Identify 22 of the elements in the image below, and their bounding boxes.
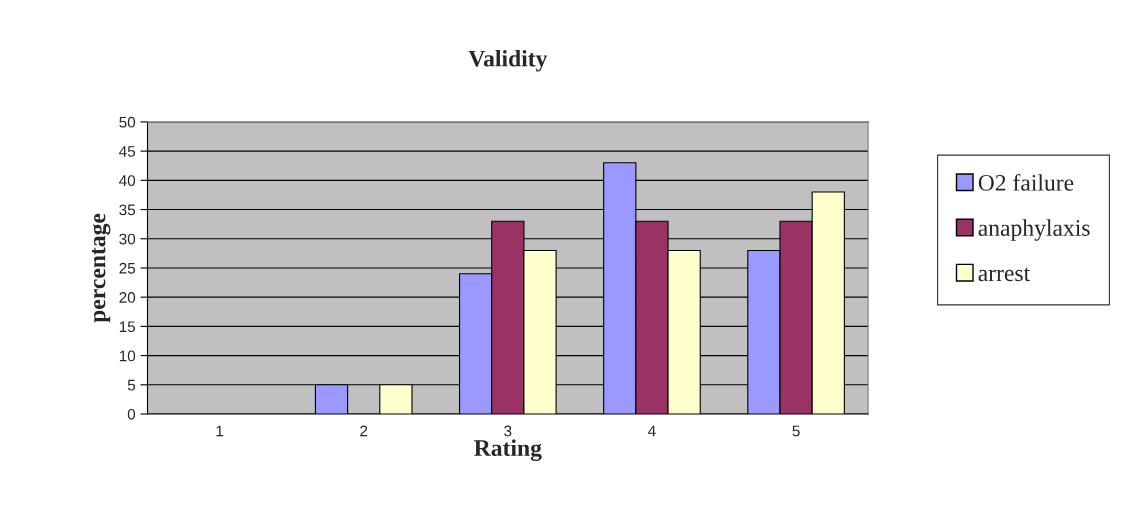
y-tick-label: 0 bbox=[127, 408, 136, 420]
y-tick-label: 10 bbox=[119, 350, 136, 362]
legend-label: O2 failure bbox=[978, 173, 1074, 191]
y-tick-label: 5 bbox=[127, 379, 136, 391]
y-tick-label: 30 bbox=[119, 233, 136, 245]
legend-label: arrest bbox=[978, 267, 1031, 282]
y-axis-title: percentage bbox=[91, 213, 111, 323]
x-axis-title: Rating bbox=[474, 439, 542, 461]
y-tick-label: 45 bbox=[119, 146, 136, 157]
y-tick-label: 50 bbox=[119, 116, 136, 128]
x-tick-label: 1 bbox=[216, 425, 224, 437]
x-tick-label: 4 bbox=[648, 425, 656, 437]
x-tick-label: 3 bbox=[504, 425, 512, 437]
y-tick-label: 25 bbox=[119, 262, 136, 274]
y-tick-label: 15 bbox=[119, 321, 136, 333]
y-tick-label: 20 bbox=[119, 292, 136, 303]
chart-title: Validity bbox=[468, 49, 548, 72]
x-tick-label: 5 bbox=[792, 425, 800, 437]
legend-label: anaphylaxis bbox=[978, 219, 1090, 241]
y-tick-label: 40 bbox=[119, 175, 136, 187]
x-tick-label: 2 bbox=[360, 425, 368, 437]
y-tick-label: 35 bbox=[119, 204, 136, 216]
